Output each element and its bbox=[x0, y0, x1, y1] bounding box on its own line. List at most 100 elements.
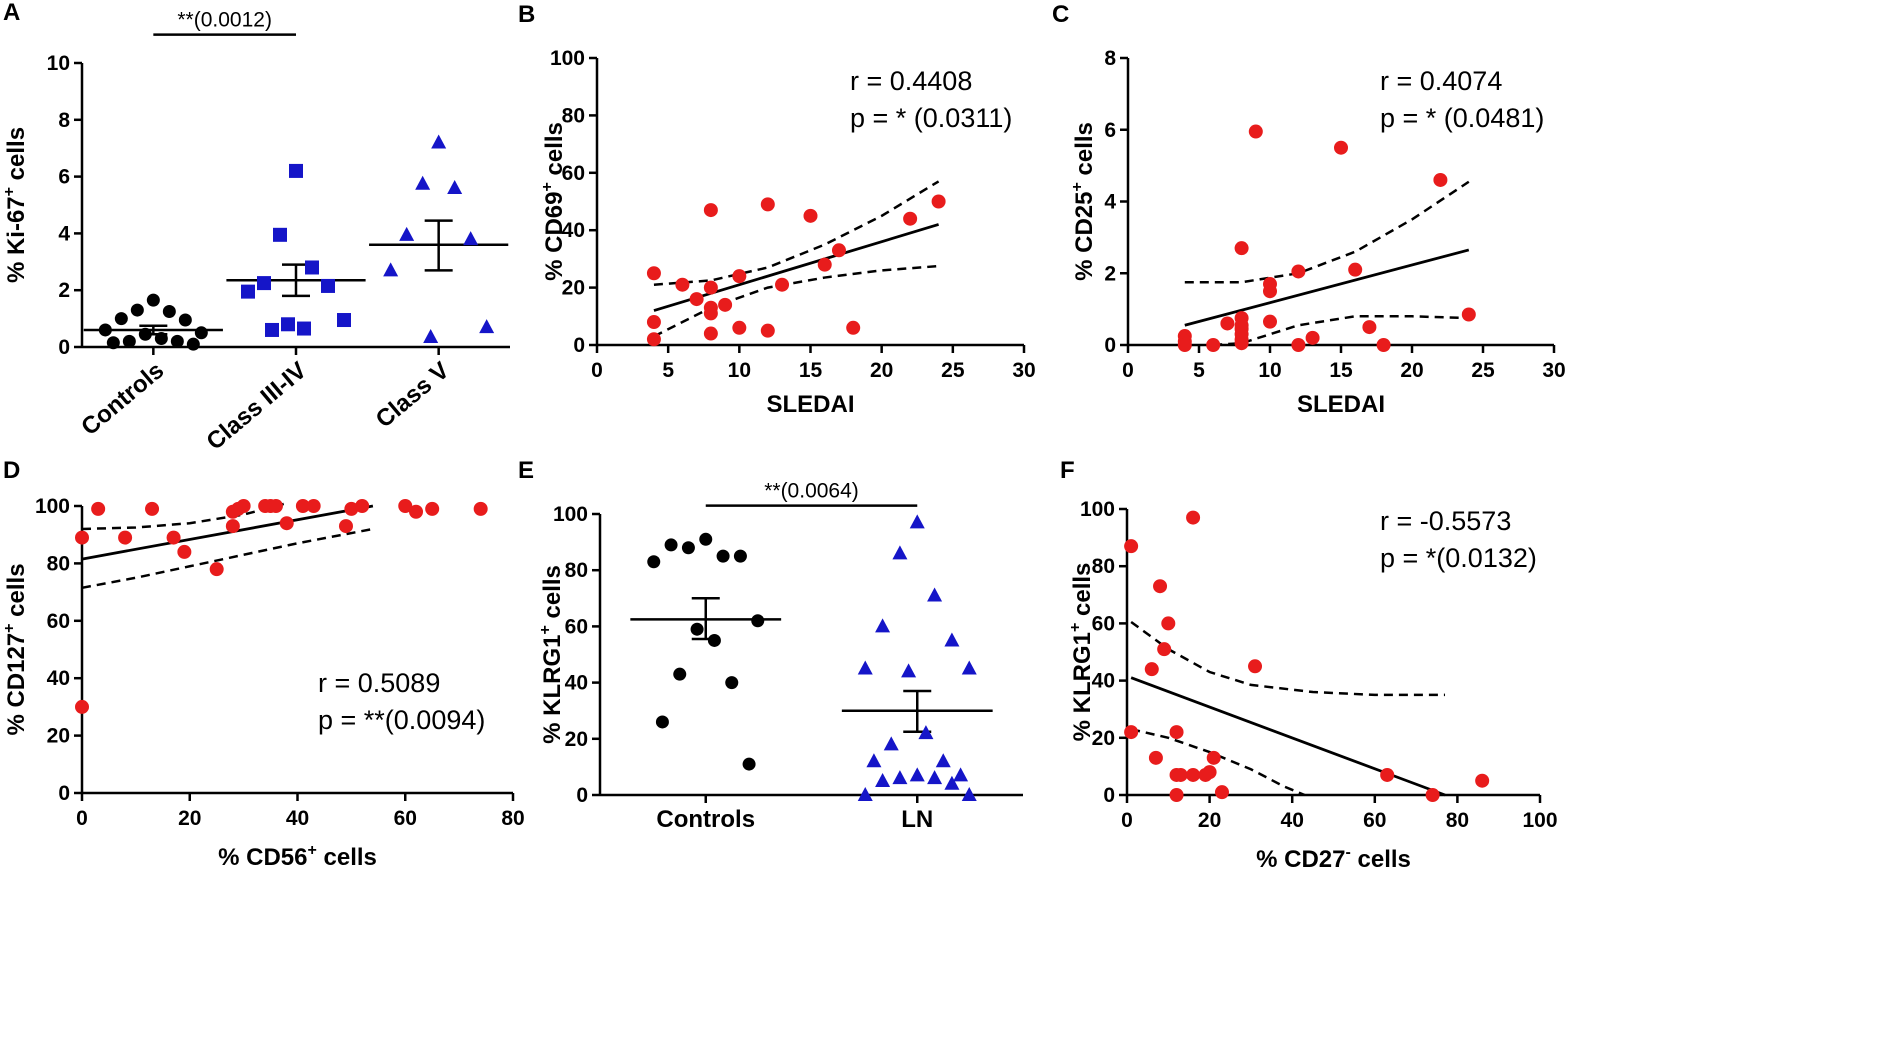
data-point bbox=[655, 715, 669, 729]
data-point bbox=[1214, 785, 1229, 800]
y-axis-label-prefix: % CD69 bbox=[541, 192, 568, 281]
x-tick-label: 80 bbox=[1446, 809, 1469, 832]
x-tick-label: 0 bbox=[76, 807, 88, 830]
panel-letter: F bbox=[1060, 457, 1075, 484]
data-point bbox=[178, 313, 192, 327]
correlation-r: r = 0.4074 bbox=[1380, 66, 1502, 96]
category-label: Class III-IV bbox=[202, 357, 312, 456]
x-tick-label: 60 bbox=[1363, 809, 1386, 832]
panel-F: F 0 20 40 60 80 100 0 20 40 60 80 100 r = -0.5573 p = … bbox=[1060, 457, 1558, 873]
data-point bbox=[875, 618, 891, 633]
y-axis-label-suffix: cells bbox=[1071, 122, 1098, 182]
y-axis-label: % CD25+ cells bbox=[1069, 122, 1098, 281]
ci-upper-band bbox=[1184, 180, 1470, 284]
data-point bbox=[225, 519, 240, 534]
data-point bbox=[447, 179, 463, 194]
data-point bbox=[732, 269, 747, 284]
category-label: LN bbox=[901, 806, 933, 833]
correlation-r: r = 0.5089 bbox=[318, 668, 440, 698]
y-axis-label-suffix: cells bbox=[3, 127, 30, 187]
y-tick-label: 0 bbox=[576, 784, 588, 807]
category-label: Controls bbox=[76, 357, 169, 441]
data-point bbox=[479, 319, 495, 334]
panel-letter: A bbox=[3, 0, 20, 26]
y-tick-label: 100 bbox=[553, 503, 588, 526]
data-point bbox=[186, 337, 200, 351]
data-point bbox=[699, 532, 713, 546]
data-point bbox=[236, 499, 251, 513]
data-point bbox=[817, 257, 832, 272]
data-point bbox=[75, 530, 89, 545]
y-axis-label-suffix: cells bbox=[3, 563, 30, 623]
data-point bbox=[725, 676, 739, 690]
data-point bbox=[98, 323, 112, 337]
data-point bbox=[673, 667, 687, 681]
panel-letter: E bbox=[518, 457, 534, 484]
x-axis-label-prefix: % CD27 bbox=[1256, 846, 1345, 873]
x-tick-label: 20 bbox=[870, 359, 893, 382]
data-point bbox=[297, 321, 311, 336]
data-point bbox=[883, 736, 899, 751]
significance-label: **(0.0012) bbox=[177, 9, 272, 32]
data-point bbox=[646, 332, 661, 347]
data-point bbox=[716, 549, 730, 563]
x-axis-label-sup: - bbox=[1346, 844, 1351, 861]
data-point bbox=[831, 243, 846, 258]
x-tick-label: 0 bbox=[1121, 809, 1133, 832]
data-point bbox=[398, 499, 413, 513]
data-point bbox=[1124, 539, 1139, 554]
x-tick-label: 0 bbox=[591, 359, 603, 382]
panel-D: D 0 20 40 60 80 100 0 20 40 60 80 r = 0.5089 p = **(0… bbox=[1, 457, 525, 871]
data-point bbox=[1433, 172, 1448, 187]
y-tick-label: 4 bbox=[58, 222, 70, 245]
data-point bbox=[383, 262, 399, 277]
data-point bbox=[1425, 788, 1440, 802]
data-point bbox=[273, 227, 287, 242]
data-point bbox=[1348, 262, 1363, 277]
data-point bbox=[751, 614, 765, 628]
x-tick-label: 15 bbox=[799, 359, 823, 382]
x-axis-label-suffix: cells bbox=[1351, 846, 1411, 873]
data-point bbox=[733, 549, 747, 563]
y-tick-label: 6 bbox=[58, 166, 70, 189]
y-tick-label: 20 bbox=[1092, 727, 1115, 750]
data-point bbox=[690, 622, 704, 636]
data-point bbox=[295, 499, 310, 513]
y-tick-label: 2 bbox=[58, 279, 70, 302]
x-axis-label: SLEDAI bbox=[766, 391, 854, 418]
data-point bbox=[1291, 264, 1306, 279]
data-point bbox=[281, 317, 295, 332]
y-axis-label: % KLRG1+ cells bbox=[1067, 563, 1096, 742]
data-point bbox=[91, 501, 106, 516]
data-point bbox=[732, 320, 747, 335]
data-point bbox=[846, 320, 861, 335]
panel-C: C 0 2 4 6 8 0 5 10 15 20 25 30 r = 0.4074 p = * (0.048… bbox=[1052, 1, 1566, 418]
data-point bbox=[803, 208, 818, 223]
y-tick-label: 4 bbox=[1104, 191, 1116, 214]
data-point bbox=[760, 323, 775, 338]
data-point bbox=[703, 326, 718, 341]
data-point bbox=[194, 326, 208, 340]
y-tick-label: 0 bbox=[1104, 334, 1116, 357]
y-tick-label: 60 bbox=[1092, 612, 1115, 635]
data-point bbox=[718, 297, 733, 312]
y-tick-label: 60 bbox=[47, 610, 70, 633]
data-point bbox=[775, 277, 790, 292]
data-point bbox=[1248, 124, 1263, 139]
data-point bbox=[423, 329, 439, 344]
x-tick-label: 30 bbox=[1012, 359, 1035, 382]
x-tick-label: 80 bbox=[501, 807, 524, 830]
data-point bbox=[857, 660, 873, 675]
x-tick-label: 20 bbox=[1198, 809, 1221, 832]
panel-letter: C bbox=[1052, 1, 1069, 28]
data-point bbox=[857, 787, 873, 801]
data-point bbox=[399, 226, 415, 241]
data-point bbox=[760, 197, 775, 212]
x-tick-label: 15 bbox=[1329, 359, 1353, 382]
x-tick-label: 20 bbox=[178, 807, 201, 830]
data-point bbox=[1186, 767, 1201, 782]
y-tick-label: 0 bbox=[1103, 784, 1115, 807]
p-value: p = **(0.0094) bbox=[318, 705, 485, 735]
data-point bbox=[355, 499, 370, 513]
y-tick-label: 0 bbox=[573, 334, 585, 357]
